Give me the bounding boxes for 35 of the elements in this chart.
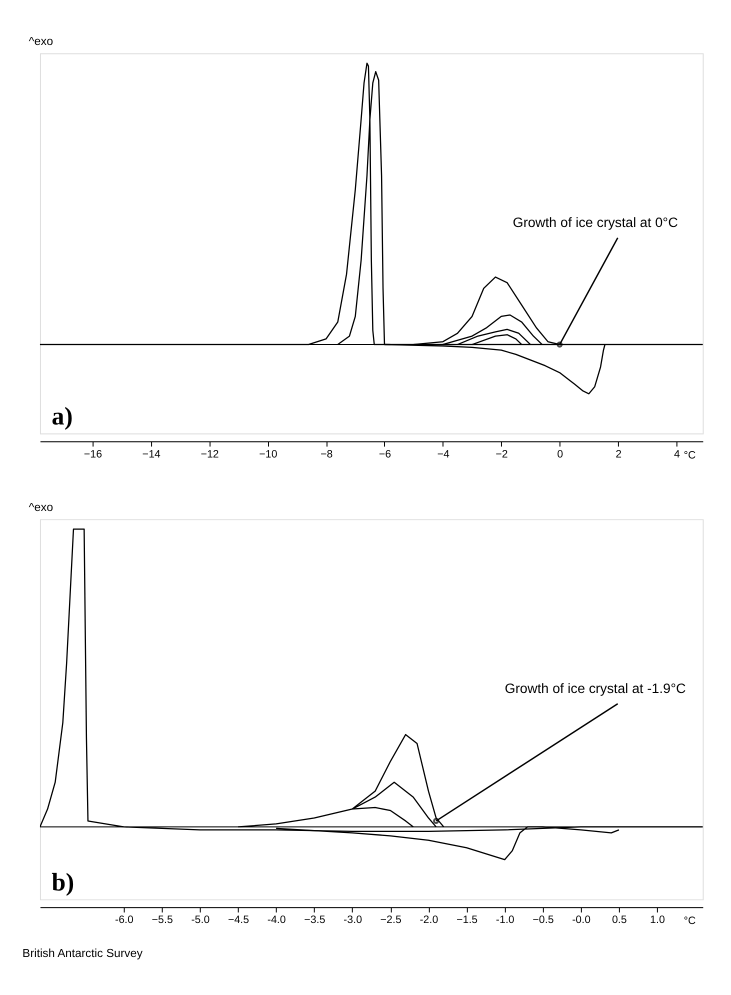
annotation: Growth of ice crystal at -1.9°C	[504, 680, 686, 696]
x-tick-label: −2.5	[380, 914, 402, 926]
x-tick-label: 0.5	[612, 914, 627, 926]
x-tick-label: -0.0	[572, 914, 591, 926]
x-tick-label: −4.5	[228, 914, 250, 926]
x-tick-label: -6.0	[115, 914, 134, 926]
y-axis-title: ^exo	[28, 500, 54, 514]
x-tick-label: -2.0	[420, 914, 438, 926]
x-tick-label: −12	[200, 448, 219, 460]
x-tick-label: −3.5	[304, 914, 326, 926]
x-tick-label: −10	[259, 448, 278, 460]
x-tick-label: 0	[557, 448, 564, 460]
x-tick-label: -5.0	[191, 914, 210, 926]
text: British Antarctic Survey	[22, 946, 143, 960]
x-axis-title: °C	[684, 449, 696, 462]
x-tick-label: −2	[496, 448, 508, 460]
x-tick-label: 1.0	[650, 914, 665, 926]
text: a)	[52, 402, 73, 431]
x-tick-label: −8	[320, 448, 333, 460]
annotation: Growth of ice crystal at 0°C	[512, 215, 678, 230]
x-tick-label: −14	[142, 448, 161, 460]
x-tick-label: 4	[674, 448, 680, 460]
x-tick-label: −0.5	[532, 914, 554, 926]
x-tick-label: -4.0	[267, 914, 286, 926]
y-axis-title: ^exo	[28, 35, 54, 48]
x-tick-label: -1.0	[496, 914, 514, 926]
x-tick-label: 2	[616, 448, 622, 460]
x-tick-label: −16	[84, 448, 102, 460]
x-tick-label: −1.5	[456, 914, 478, 926]
x-tick-label: −5.5	[152, 914, 173, 926]
x-axis-title: °C	[684, 915, 696, 928]
text: b)	[52, 868, 74, 897]
x-tick-label: −4	[437, 448, 450, 460]
x-tick-label: −6	[378, 448, 392, 460]
x-tick-label: -3.0	[344, 914, 362, 926]
